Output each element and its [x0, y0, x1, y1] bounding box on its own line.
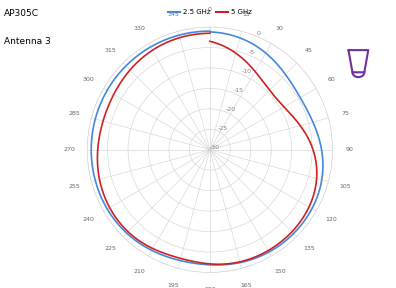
Legend: 2.5 GHz, 5 GHz: 2.5 GHz, 5 GHz: [165, 6, 255, 18]
Text: AP305C: AP305C: [4, 9, 39, 18]
Text: Antenna 3: Antenna 3: [4, 37, 51, 46]
